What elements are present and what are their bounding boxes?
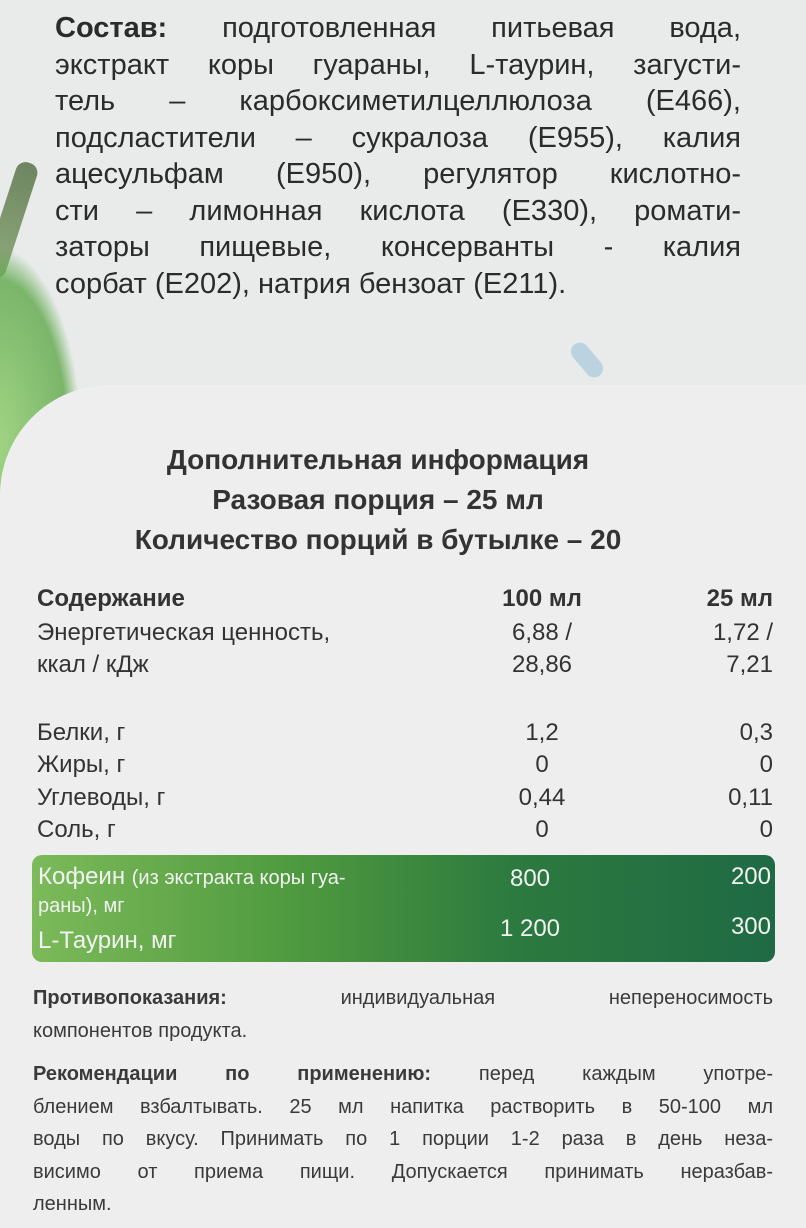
row-col1: 0 [535, 816, 549, 843]
recommendations-line: воды по вкусу. Принимать по 1 порции 1-2… [33, 1128, 773, 1150]
contraindications-line: компонентов продукта. [33, 1019, 248, 1042]
table-row: Соль, г 0 0 [37, 816, 773, 848]
header-label: Содержание [37, 585, 185, 612]
header-col2: 25 мл [706, 585, 773, 612]
table-row: ккал / кДж 28,86 7,21 [37, 651, 773, 683]
ingredients-line: сти – лимонная кислота (Е330), ромати- [55, 194, 741, 227]
recommendations-label: Рекомендации по применению: [33, 1063, 432, 1085]
ingredients-line: экстракт коры гуараны, L-таурин, загусти… [55, 48, 741, 81]
row-label: Энергетическая ценность, [37, 619, 331, 646]
recommendations-line: перед каждым употре- [478, 1063, 774, 1085]
table-row: Углеводы, г 0,44 0,11 [37, 784, 773, 816]
table-row: Жиры, г 0 0 [37, 751, 773, 783]
caffeine-note: (из экстракта коры гуа- [131, 867, 346, 889]
row-col2: 0 [759, 751, 773, 778]
contraindications-label: Противопоказания: [33, 987, 227, 1009]
row-col2: 0,3 [739, 719, 773, 746]
servings-count: Количество порций в бутылке – 20 [134, 524, 622, 555]
recommendations-line: блением взбалтывать. 25 мл напитка раств… [33, 1095, 773, 1118]
row-col1: 1,2 [525, 719, 559, 746]
taurine-label: L-Таурин, мг [38, 927, 177, 954]
caffeine-name: Кофеин [38, 863, 126, 890]
ingredients-line: ацесульфам (Е950), регулятор кислотно- [55, 158, 741, 190]
row-label: Жиры, г [37, 751, 126, 778]
recommendations-line: висимо от приема пищи. Допускается прини… [33, 1160, 773, 1183]
caffeine-col2: 200 [730, 863, 771, 890]
ingredients-block: Состав: подготовленная питьевая вода, эк… [55, 10, 741, 302]
table-row: Энергетическая ценность, 6,88 / 1,72 / [37, 619, 773, 651]
row-col2: 1,72 / [712, 619, 773, 646]
blue-drop-decoration [567, 338, 607, 382]
ingredients-line: сорбат (Е202), натрия бензоат (Е211). [55, 267, 567, 300]
row-col1: 0 [535, 751, 549, 778]
taurine-col2: 300 [730, 913, 771, 940]
header-col1: 100 мл [502, 585, 582, 612]
info-title: Дополнительная информация [166, 444, 590, 475]
row-label: Белки, г [37, 719, 126, 746]
caffeine-note-cont: раны), мг [38, 895, 125, 917]
caffeine-label: Кофеин (из экстракта коры гуа- [38, 863, 346, 891]
contraindications-line: индивидуальная непереносимость [340, 987, 773, 1009]
row-col1: 6,88 / [511, 619, 573, 646]
row-col2: 0 [759, 816, 773, 843]
ingredients-line: заторы пищевые, консерванты - калия [55, 231, 741, 263]
ingredients-line: тель – карбоксиметилцеллюлоза (Е466), [55, 85, 741, 117]
ingredients-label: Состав: [55, 12, 168, 44]
row-col1: 28,86 [511, 651, 573, 678]
info-headings: Дополнительная информация Разовая порция… [0, 440, 756, 560]
row-label: Соль, г [37, 816, 116, 843]
ingredients-line: подготовленная питьевая вода, [222, 12, 741, 44]
table-row: Белки, г 1,2 0,3 [37, 719, 773, 751]
serving-size: Разовая порция – 25 мл [212, 484, 544, 515]
ingredients-line: подсластители – сукралоза (Е955), калия [55, 121, 741, 154]
contraindications: Противопоказания: индивидуальная неперен… [33, 982, 773, 1047]
taurine-col1: 1 200 [499, 915, 561, 942]
caffeine-col1: 800 [509, 865, 551, 892]
info-card [0, 385, 806, 1228]
recommendations: Рекомендации по применению: перед каждым… [33, 1058, 773, 1221]
row-col2: 7,21 [726, 651, 773, 678]
highlight-band: Кофеин (из экстракта коры гуа- раны), мг… [32, 855, 775, 962]
row-label: ккал / кДж [37, 651, 149, 678]
row-col1: 0,44 [518, 784, 566, 811]
row-col2: 0,11 [728, 784, 773, 811]
table-header: Содержание 100 мл 25 мл [37, 585, 773, 617]
row-label: Углеводы, г [37, 784, 166, 811]
recommendations-line: ленным. [33, 1193, 112, 1215]
